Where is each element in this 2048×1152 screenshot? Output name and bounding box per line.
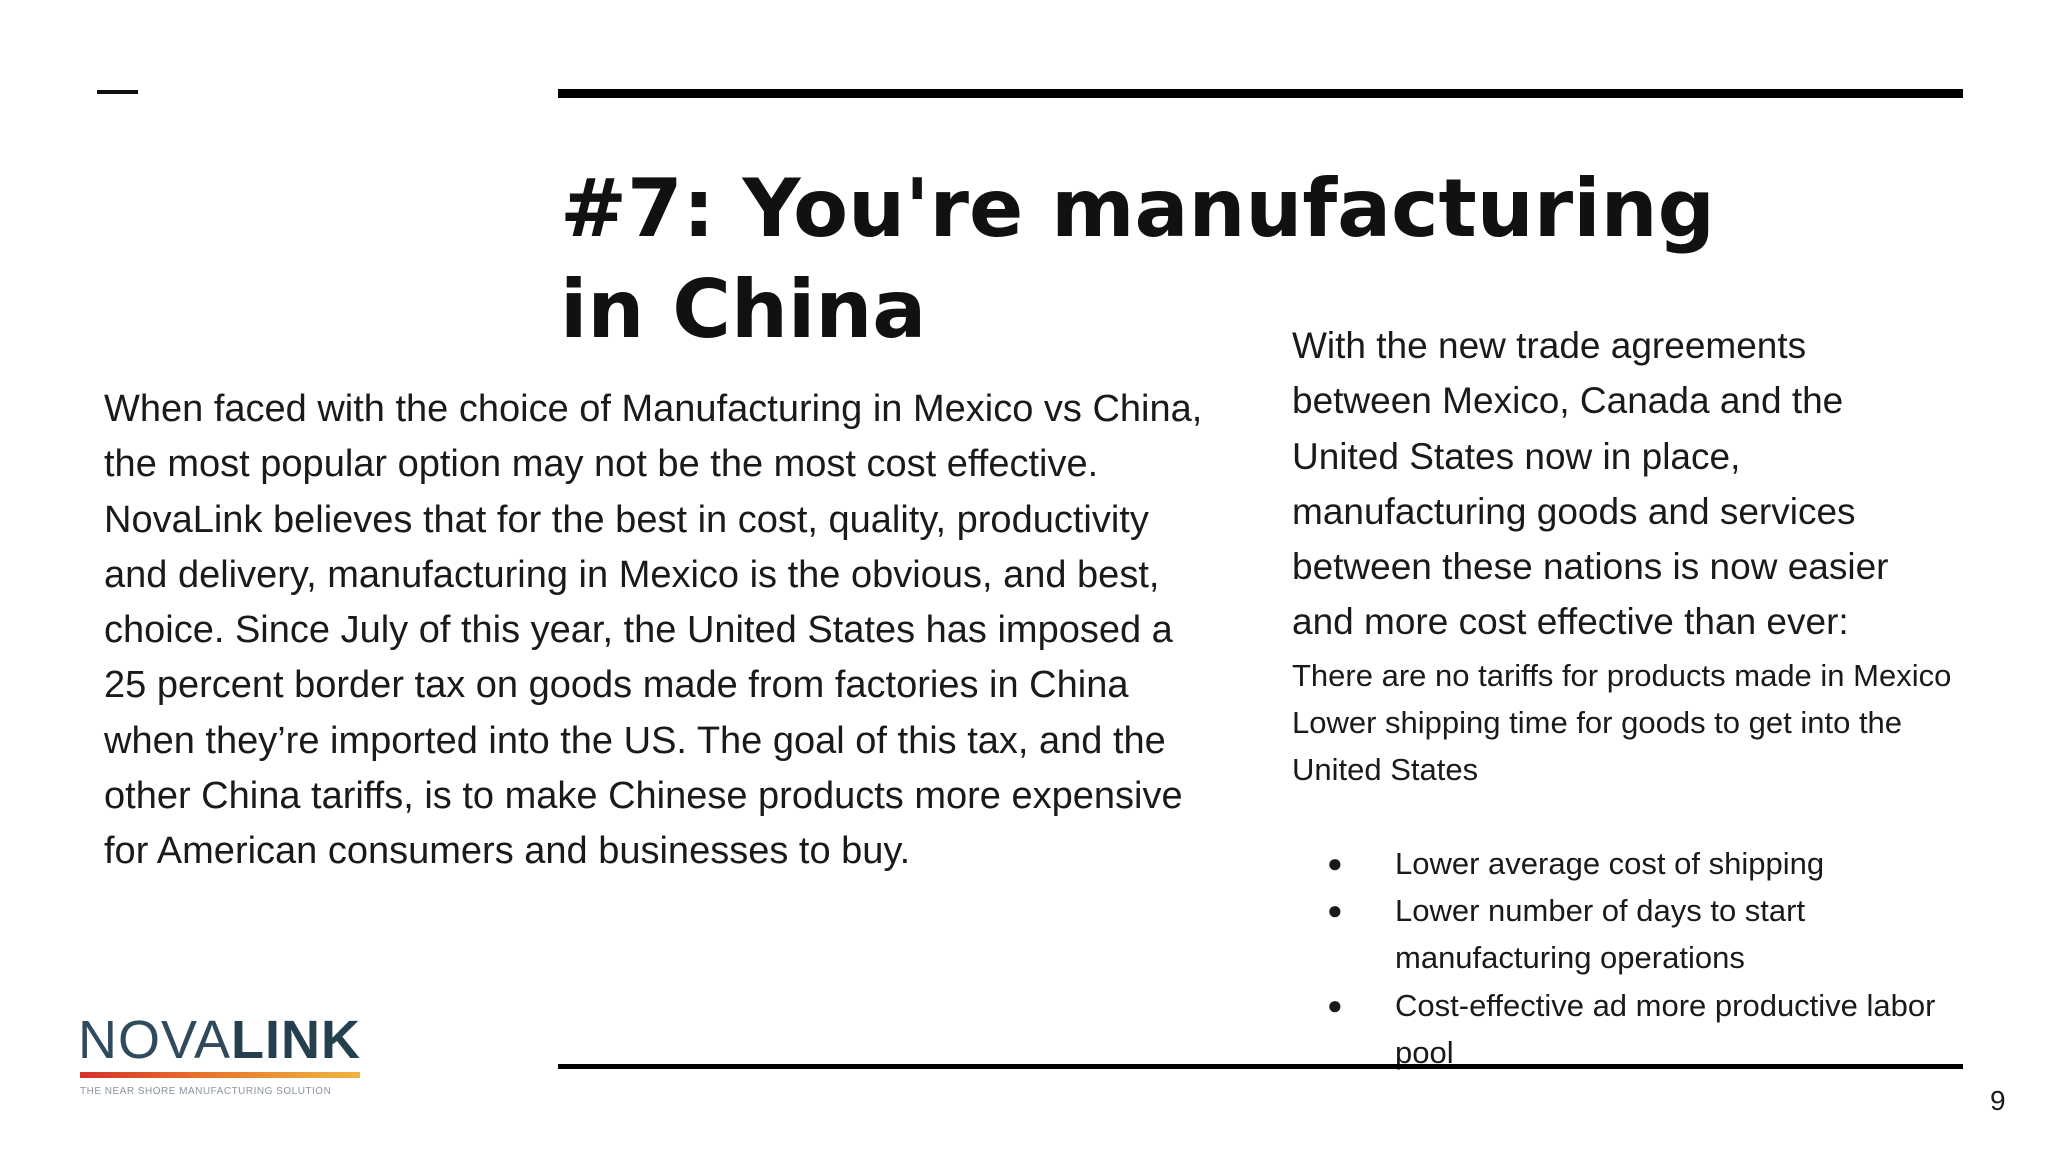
- list-item: ● Lower number of days to start manufact…: [1292, 887, 1952, 982]
- list-item: ● Lower average cost of shipping: [1292, 840, 1952, 887]
- slide-title: #7: You're manufacturing in China: [560, 162, 1715, 356]
- left-body-text: When faced with the choice of Manufactur…: [104, 388, 1203, 873]
- top-rule: [558, 89, 1963, 98]
- list-item-text: Lower number of days to start manufactur…: [1395, 892, 1806, 976]
- logo-tagline: THE NEAR SHORE MANUFACTURING SOLUTION: [80, 1086, 332, 1097]
- bottom-rule: [558, 1064, 1963, 1069]
- bullet-icon: ●: [1327, 894, 1343, 925]
- logo-word-part1: NOVA: [78, 1010, 232, 1070]
- logo-wordmark: NOVALINK: [78, 1010, 361, 1070]
- benefits-list: ● Lower average cost of shipping ● Lower…: [1292, 840, 1952, 1076]
- list-item-text: Cost-effective ad more productive labor …: [1395, 987, 1936, 1070]
- logo-word-part2: LINK: [231, 1010, 362, 1070]
- bullet-icon: ●: [1327, 989, 1343, 1020]
- logo-color-bar: [80, 1072, 360, 1078]
- page-number: 9: [1990, 1085, 2006, 1116]
- list-item-text: Lower average cost of shipping: [1395, 845, 1825, 881]
- right-detail-text: There are no tariffs for products made i…: [1292, 657, 1952, 788]
- corner-dash: [97, 90, 138, 94]
- list-item: ● Cost-effective ad more productive labo…: [1292, 982, 1952, 1077]
- right-intro-text: With the new trade agreements between Me…: [1292, 325, 1889, 643]
- bullet-icon: ●: [1327, 847, 1343, 878]
- right-column: With the new trade agreements between Me…: [1292, 318, 1952, 1076]
- novalink-logo: NOVALINK THE NEAR SHORE MANUFACTURING SO…: [74, 1010, 374, 1120]
